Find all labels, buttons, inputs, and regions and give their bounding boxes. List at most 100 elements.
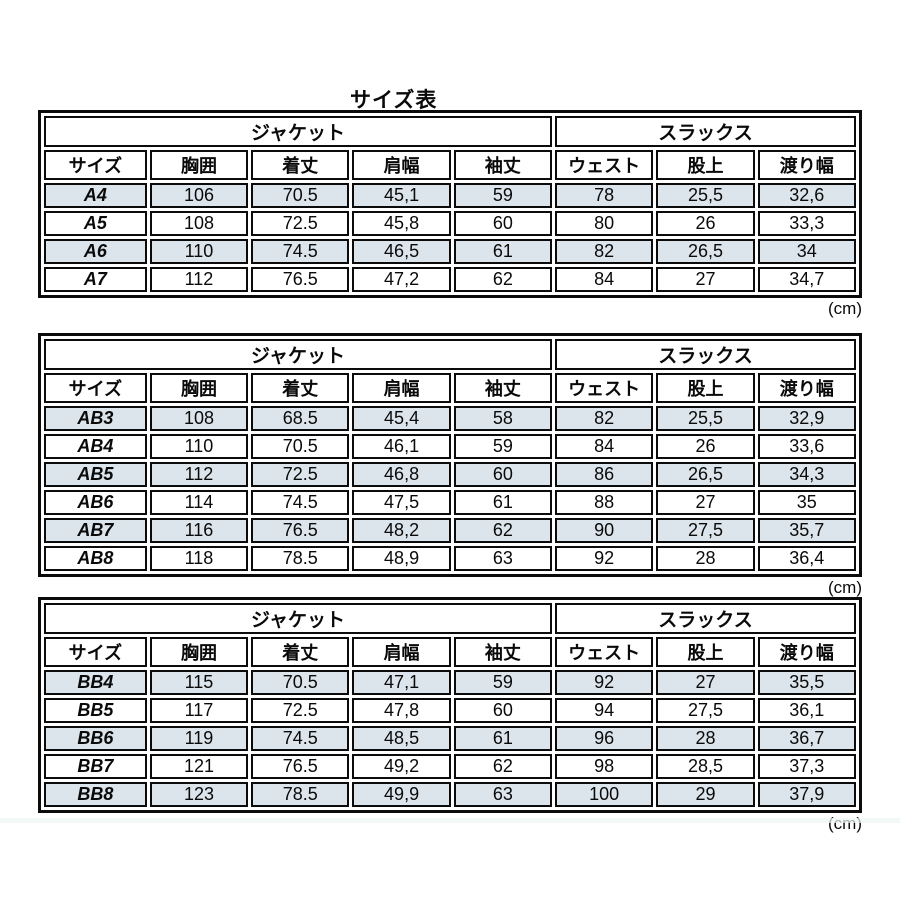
value-cell: 59 bbox=[453, 183, 553, 208]
value-cell: 37,3 bbox=[757, 754, 856, 779]
value-cell: 74.5 bbox=[251, 726, 350, 751]
table-row: BB5 117 72.5 47,8 60 94 27,5 36,1 bbox=[44, 698, 856, 723]
unit-note: (cm) bbox=[828, 578, 862, 597]
value-cell: 60 bbox=[453, 462, 553, 487]
size-cell: A6 bbox=[44, 239, 147, 264]
value-cell: 49,2 bbox=[352, 754, 451, 779]
value-cell: 74.5 bbox=[251, 490, 350, 515]
size-cell: A4 bbox=[44, 183, 147, 208]
value-cell: 33,6 bbox=[757, 434, 856, 459]
group-header-slacks: スラックス bbox=[555, 116, 856, 147]
value-cell: 123 bbox=[149, 782, 249, 807]
value-cell: 47,5 bbox=[352, 490, 451, 515]
value-cell: 27,5 bbox=[656, 518, 755, 543]
value-cell: 78.5 bbox=[251, 546, 350, 571]
size-table-a-block: ジャケット スラックス サイズ 胸囲 着丈 肩幅 袖丈 ウェスト 股上 渡り幅 A4 106 70.5 4… bbox=[38, 110, 862, 319]
column-header: 胸囲 bbox=[149, 150, 249, 180]
table-row: A4 106 70.5 45,1 59 78 25,5 32,6 bbox=[44, 183, 856, 208]
value-cell: 26 bbox=[656, 211, 755, 236]
column-header: 渡り幅 bbox=[757, 637, 856, 667]
table-row: AB7 116 76.5 48,2 62 90 27,5 35,7 bbox=[44, 518, 856, 543]
unit-note: (cm) bbox=[828, 299, 862, 318]
value-cell: 48,2 bbox=[352, 518, 451, 543]
value-cell: 36,1 bbox=[757, 698, 856, 723]
value-cell: 70.5 bbox=[251, 183, 350, 208]
column-header: 股上 bbox=[656, 150, 755, 180]
value-cell: 26,5 bbox=[656, 239, 755, 264]
value-cell: 92 bbox=[555, 670, 654, 695]
value-cell: 34,7 bbox=[757, 267, 856, 292]
value-cell: 98 bbox=[555, 754, 654, 779]
value-cell: 47,8 bbox=[352, 698, 451, 723]
value-cell: 35 bbox=[757, 490, 856, 515]
value-cell: 82 bbox=[555, 406, 654, 431]
group-header-jacket: ジャケット bbox=[44, 603, 553, 634]
value-cell: 34,3 bbox=[757, 462, 856, 487]
value-cell: 33,3 bbox=[757, 211, 856, 236]
table-row: A6 110 74.5 46,5 61 82 26,5 34 bbox=[44, 239, 856, 264]
size-cell: BB8 bbox=[44, 782, 147, 807]
value-cell: 110 bbox=[149, 434, 249, 459]
column-header: 袖丈 bbox=[453, 150, 553, 180]
value-cell: 59 bbox=[453, 434, 553, 459]
column-header: 股上 bbox=[656, 373, 755, 403]
value-cell: 112 bbox=[149, 267, 249, 292]
column-header: 渡り幅 bbox=[757, 150, 856, 180]
table-row: AB3 108 68.5 45,4 58 82 25,5 32,9 bbox=[44, 406, 856, 431]
value-cell: 32,6 bbox=[757, 183, 856, 208]
value-cell: 61 bbox=[453, 239, 553, 264]
value-cell: 25,5 bbox=[656, 183, 755, 208]
value-cell: 63 bbox=[453, 546, 553, 571]
table-row: AB5 112 72.5 46,8 60 86 26,5 34,3 bbox=[44, 462, 856, 487]
value-cell: 100 bbox=[555, 782, 654, 807]
value-cell: 29 bbox=[656, 782, 755, 807]
value-cell: 46,8 bbox=[352, 462, 451, 487]
value-cell: 121 bbox=[149, 754, 249, 779]
column-header: 胸囲 bbox=[149, 637, 249, 667]
scan-artifact-band bbox=[0, 818, 900, 823]
value-cell: 72.5 bbox=[251, 462, 350, 487]
table-row: AB4 110 70.5 46,1 59 84 26 33,6 bbox=[44, 434, 856, 459]
size-table-ab: ジャケット スラックス サイズ 胸囲 着丈 肩幅 袖丈 ウェスト 股上 渡り幅 AB3 108 68.5… bbox=[38, 333, 862, 577]
column-header: 肩幅 bbox=[352, 637, 451, 667]
value-cell: 94 bbox=[555, 698, 654, 723]
table-row: A5 108 72.5 45,8 60 80 26 33,3 bbox=[44, 211, 856, 236]
value-cell: 82 bbox=[555, 239, 654, 264]
column-header: サイズ bbox=[44, 150, 147, 180]
value-cell: 32,9 bbox=[757, 406, 856, 431]
column-header: 股上 bbox=[656, 637, 755, 667]
column-header: 胸囲 bbox=[149, 373, 249, 403]
value-cell: 59 bbox=[453, 670, 553, 695]
column-header: ウェスト bbox=[555, 373, 654, 403]
value-cell: 78.5 bbox=[251, 782, 350, 807]
value-cell: 61 bbox=[453, 490, 553, 515]
column-header: ウェスト bbox=[555, 637, 654, 667]
value-cell: 27 bbox=[656, 670, 755, 695]
value-cell: 76.5 bbox=[251, 267, 350, 292]
value-cell: 96 bbox=[555, 726, 654, 751]
value-cell: 48,9 bbox=[352, 546, 451, 571]
value-cell: 25,5 bbox=[656, 406, 755, 431]
value-cell: 36,7 bbox=[757, 726, 856, 751]
unit-note: (cm) bbox=[828, 814, 862, 833]
value-cell: 108 bbox=[149, 211, 249, 236]
value-cell: 110 bbox=[149, 239, 249, 264]
value-cell: 80 bbox=[555, 211, 654, 236]
size-cell: BB5 bbox=[44, 698, 147, 723]
value-cell: 88 bbox=[555, 490, 654, 515]
size-table-bb-block: ジャケット スラックス サイズ 胸囲 着丈 肩幅 袖丈 ウェスト 股上 渡り幅 BB4 115 70.5… bbox=[38, 597, 862, 834]
value-cell: 62 bbox=[453, 518, 553, 543]
value-cell: 74.5 bbox=[251, 239, 350, 264]
value-cell: 27 bbox=[656, 267, 755, 292]
size-cell: AB4 bbox=[44, 434, 147, 459]
value-cell: 119 bbox=[149, 726, 249, 751]
value-cell: 62 bbox=[453, 754, 553, 779]
value-cell: 84 bbox=[555, 434, 654, 459]
value-cell: 92 bbox=[555, 546, 654, 571]
value-cell: 63 bbox=[453, 782, 553, 807]
table-row: A7 112 76.5 47,2 62 84 27 34,7 bbox=[44, 267, 856, 292]
value-cell: 26 bbox=[656, 434, 755, 459]
value-cell: 35,5 bbox=[757, 670, 856, 695]
value-cell: 108 bbox=[149, 406, 249, 431]
value-cell: 27,5 bbox=[656, 698, 755, 723]
